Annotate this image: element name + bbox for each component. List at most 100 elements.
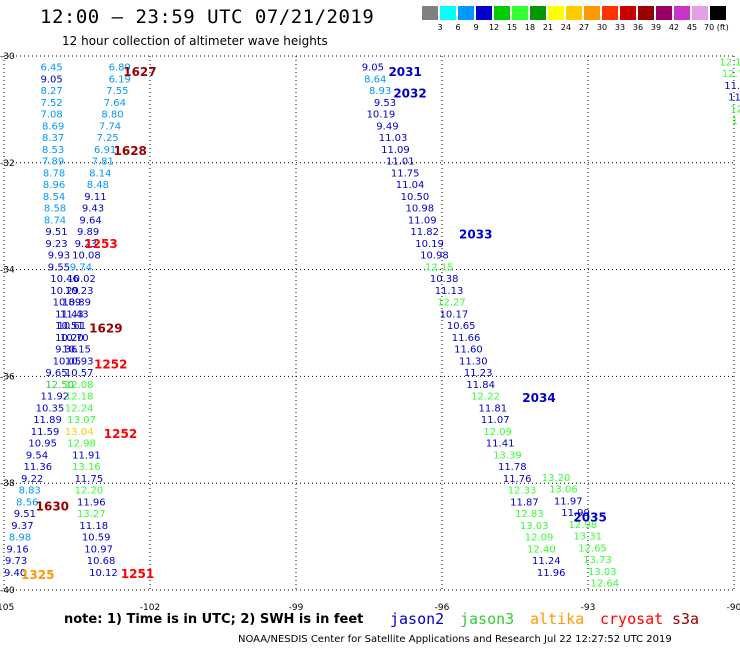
color-scale-label: 36 [632, 23, 644, 32]
wave-height-value: 11.23 [464, 368, 493, 379]
wave-height-value: 12.77 [722, 69, 740, 80]
x-tick-label: -105 [0, 603, 14, 613]
color-swatch [638, 6, 654, 20]
wave-height-value: 11.43 [60, 309, 89, 320]
wave-height-value: 8.98 [9, 533, 31, 544]
color-scale-label: 30 [596, 23, 608, 32]
wave-height-value: 11.89 [33, 415, 62, 426]
wave-height-value: 9.55 [48, 262, 70, 273]
wave-height-value: 11.75 [391, 168, 420, 179]
color-swatch [674, 6, 690, 20]
color-scale-label: 21 [542, 23, 554, 32]
wave-height-value: 11.81 [479, 403, 508, 414]
wave-height-value: 11.13 [435, 286, 464, 297]
wave-height-value: 7.74 [99, 121, 121, 132]
color-swatch [584, 6, 600, 20]
wave-height-value: 9.49 [376, 121, 398, 132]
pass-number-label: 2034 [522, 391, 555, 405]
color-scale-label: 9 [473, 23, 479, 32]
wave-height-value: 12.64 [590, 579, 619, 590]
wave-height-value: 12.98 [569, 520, 598, 531]
wave-height-value: 12. [730, 104, 740, 115]
credit-text: NOAA/NESDIS Center for Satellite Applica… [238, 634, 672, 645]
wave-height-value: 7.52 [41, 98, 63, 109]
wave-height-value: 10.19 [415, 239, 444, 250]
wave-height-value: 6.45 [41, 63, 63, 74]
color-swatch [512, 6, 528, 20]
wave-height-value: 11.66 [452, 333, 481, 344]
color-scale-label: 45 [686, 23, 698, 32]
wave-height-value: 12.65 [578, 543, 607, 554]
wave-height-value: 10.05 [53, 356, 82, 367]
page-subtitle: 12 hour collection of altimeter wave hei… [62, 34, 328, 48]
wave-height-value: 9.36 [55, 345, 77, 356]
wave-height-value: 7.55 [106, 86, 128, 97]
wave-height-value: 8.56 [16, 497, 38, 508]
wave-height-value: 12.09 [525, 533, 554, 544]
wave-height-value: 13.39 [493, 450, 522, 461]
color-scale-label: 33 [614, 23, 626, 32]
wave-height-value: 9.73 [5, 556, 27, 567]
wave-height-value: 9.54 [26, 450, 48, 461]
color-swatch [476, 6, 492, 20]
wave-height-value: 13.07 [67, 415, 96, 426]
color-swatch [548, 6, 564, 20]
pass-number-label: 1628 [114, 144, 147, 158]
wave-height-value: 8.80 [101, 110, 123, 121]
wave-height-value: 8.69 [42, 121, 64, 132]
color-swatch [656, 6, 672, 20]
wave-height-value: 9.11 [84, 192, 106, 203]
wave-height-value: 9.89 [77, 227, 99, 238]
wave-height-value: 13.73 [583, 555, 612, 566]
wave-height-value: 11.76 [503, 474, 532, 485]
y-tick-label: -30 [0, 52, 15, 62]
wave-height-value: 10.57 [65, 368, 94, 379]
wave-height-value: 11.97 [554, 496, 583, 507]
wave-height-value: 12.11 [719, 57, 740, 68]
wave-height-value: 13.03 [520, 521, 549, 532]
wave-height-value: 7.81 [92, 157, 114, 168]
wave-height-value: 11.03 [379, 133, 408, 144]
wave-height-value: 11.07 [481, 415, 510, 426]
color-swatch [458, 6, 474, 20]
wave-height-value: 10.65 [447, 321, 476, 332]
pass-number-label: 1251 [121, 567, 154, 581]
wave-height-value: 10.46 [50, 274, 79, 285]
wave-height-value: 11.7 [728, 93, 740, 104]
wave-height-value: 8.96 [43, 180, 65, 191]
wave-height-value: 11.91 [72, 450, 101, 461]
x-tick-label: -102 [140, 603, 160, 613]
wave-height-value: 13.06 [549, 485, 578, 496]
color-swatch [602, 6, 618, 20]
wave-height-value: 10.89 [53, 298, 82, 309]
wave-height-value: 11.09 [381, 145, 410, 156]
wave-height-value: 12.40 [527, 544, 556, 555]
y-tick-label: -40 [0, 586, 15, 596]
wave-height-value: 11.59 [31, 427, 60, 438]
color-scale-label: 12 [488, 23, 500, 32]
wave-height-value: 9.53 [374, 98, 396, 109]
wave-height-value: 10.89 [62, 298, 91, 309]
wave-height-value: 6.19 [109, 74, 131, 85]
wave-height-value: 11.41 [486, 439, 515, 450]
wave-height-value: 10.15 [62, 345, 91, 356]
wave-height-value: 11.99 [561, 508, 590, 519]
wave-height-value: 11.60 [454, 345, 483, 356]
wave-height-value: 7.64 [104, 98, 126, 109]
wave-height-value: 9.93 [48, 251, 70, 262]
color-scale-label: 42 [668, 23, 680, 32]
wave-height-value: 12.24 [65, 403, 94, 414]
wave-height-value: 13.04 [65, 427, 94, 438]
wave-height-value: 8.93 [369, 86, 391, 97]
color-swatch [422, 6, 438, 20]
color-scale-label: 24 [560, 23, 572, 32]
wave-height-value: 6.89 [109, 63, 131, 74]
wave-height-value: 10.93 [65, 356, 94, 367]
wave-height-value: 7.08 [41, 110, 63, 121]
legend-item-cryosat: cryosat [600, 610, 664, 628]
wave-height-value: 13.31 [573, 532, 602, 543]
wave-height-value: 10.70 [60, 333, 89, 344]
wave-height-value: 13.16 [72, 462, 101, 473]
legend-item-altika: altika [530, 610, 585, 628]
